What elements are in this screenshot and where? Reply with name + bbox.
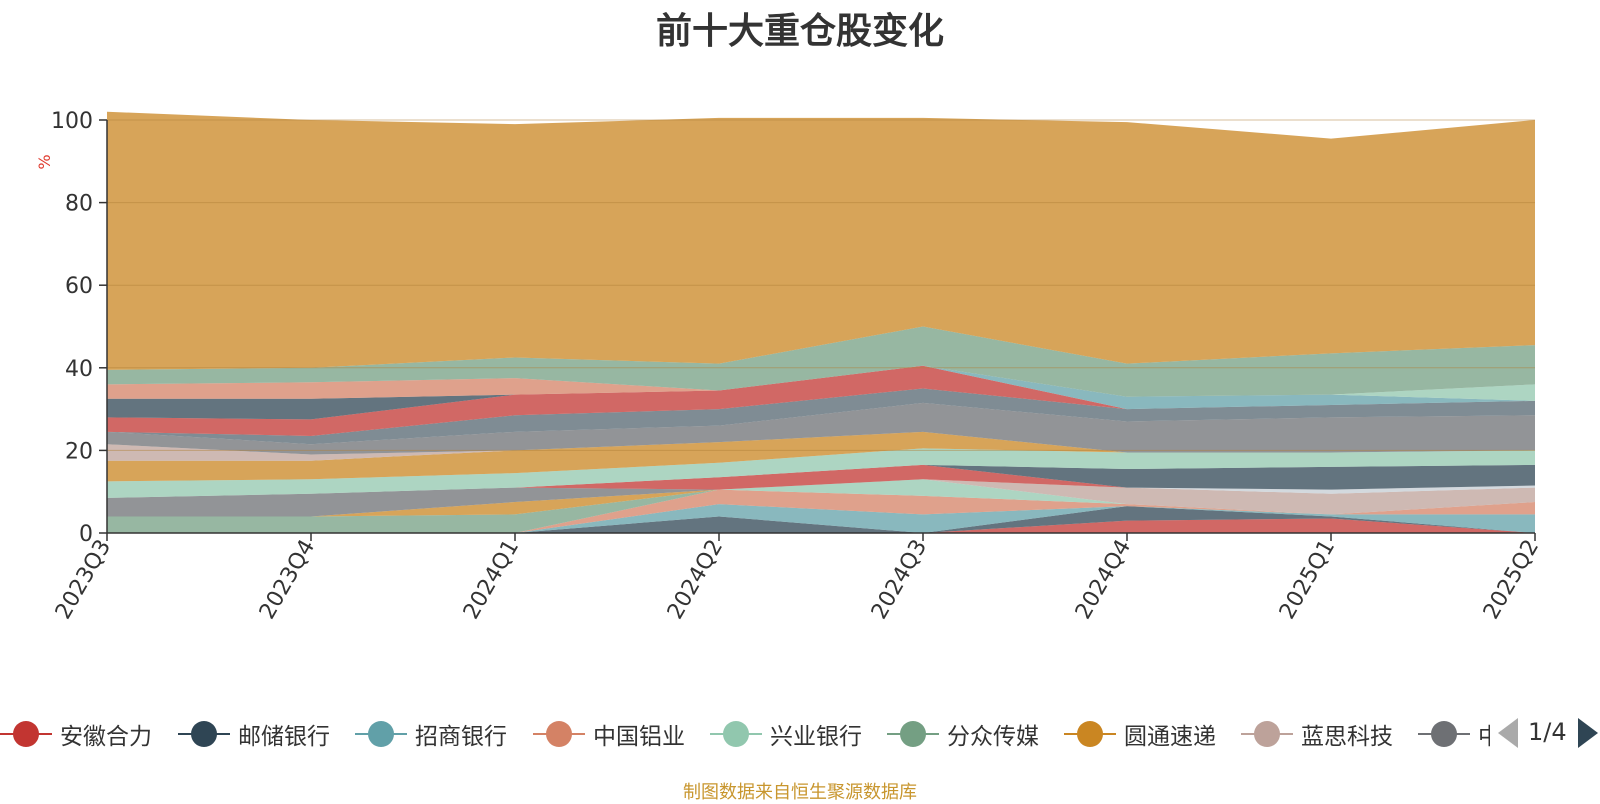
area-series-5	[107, 479, 1535, 533]
legend-marker-icon	[0, 719, 52, 749]
legend-marker-dot	[1254, 721, 1280, 747]
area-series-9	[107, 479, 1535, 517]
legend-item[interactable]: 安徽合力	[0, 714, 152, 754]
legend-marker-dot	[900, 721, 926, 747]
area-series-1	[107, 518, 1535, 533]
legend-marker-icon	[1064, 719, 1116, 749]
legend-marker-icon	[1418, 719, 1470, 749]
y-tick-label: 40	[65, 357, 93, 382]
x-tick-label: 2024Q4	[1071, 536, 1136, 624]
legend-marker-dot	[191, 721, 217, 747]
legend-item-label: 安徽合力	[60, 724, 152, 750]
area-series-12	[107, 464, 1535, 498]
legend: 安徽合力 邮储银行 招商银行 中国铝业 兴业银行 分众传媒 圆通速递 蓝思科技 中国移动	[0, 714, 1600, 754]
x-tick-label: 2023Q3	[51, 536, 116, 624]
area-series-25	[107, 111, 1535, 370]
legend-prev-page-icon[interactable]	[1498, 718, 1518, 748]
area-series-17	[107, 402, 1535, 455]
legend-item[interactable]: 中国移动	[1418, 714, 1490, 754]
legend-marker-dot	[13, 721, 39, 747]
area-series-22	[107, 365, 1535, 401]
legend-item-label: 中国移动	[1478, 724, 1490, 750]
area-series-14	[107, 448, 1535, 498]
legend-marker-icon	[355, 719, 407, 749]
legend-item[interactable]: 中国铝业	[533, 714, 685, 754]
area-series-7	[107, 479, 1535, 517]
y-tick-label: 100	[51, 109, 93, 134]
area-series-18	[107, 388, 1535, 445]
legend-item[interactable]: 蓝思科技	[1241, 714, 1393, 754]
legend-marker-icon	[178, 719, 230, 749]
area-series-15	[107, 431, 1535, 482]
area-series-24	[107, 326, 1535, 397]
legend-marker-icon	[710, 719, 762, 749]
legend-page-indicator: 1/4	[1528, 718, 1567, 746]
x-tick-label: 2025Q1	[1275, 536, 1340, 624]
legend-item-label: 中国铝业	[593, 724, 685, 750]
legend-item-label: 邮储银行	[238, 724, 330, 750]
area-series-19	[107, 365, 1535, 436]
x-tick-label: 2024Q1	[459, 536, 524, 624]
legend-item-label: 蓝思科技	[1301, 724, 1393, 750]
legend-item[interactable]: 分众传媒	[887, 714, 1039, 754]
legend-marker-icon	[533, 719, 585, 749]
legend-marker-dot	[546, 721, 572, 747]
y-tick-label: 20	[65, 439, 93, 464]
legend-marker-dot	[368, 721, 394, 747]
legend-item-label: 圆通速递	[1124, 724, 1216, 750]
x-tick-label: 2024Q2	[663, 536, 728, 624]
area-series-20	[107, 365, 1535, 420]
legend-item[interactable]: 邮储银行	[178, 714, 330, 754]
legend-marker-dot	[1077, 721, 1103, 747]
area-series-3	[107, 504, 1535, 533]
legend-marker-icon	[1241, 719, 1293, 749]
y-tick-label: 0	[79, 522, 93, 547]
x-tick-label: 2024Q3	[867, 536, 932, 624]
legend-item[interactable]: 圆通速递	[1064, 714, 1216, 754]
x-tick-label: 2023Q4	[255, 536, 320, 624]
legend-item-label: 招商银行	[415, 724, 507, 750]
legend-marker-icon	[887, 719, 939, 749]
legend-item-label: 分众传媒	[947, 724, 1039, 750]
y-tick-label: 80	[65, 192, 93, 217]
area-series-2	[107, 506, 1535, 533]
area-series-4	[107, 489, 1535, 533]
source-note: 制图数据来自恒生聚源数据库	[683, 782, 917, 803]
legend-marker-dot	[1431, 721, 1457, 747]
legend-item[interactable]: 兴业银行	[710, 714, 862, 754]
legend-marker-dot	[723, 721, 749, 747]
y-axis-label: %	[35, 154, 54, 169]
area-series-13	[107, 464, 1535, 498]
area-chart: 0 20 40 60 80 100 2023Q3 2023Q4 2024Q1 2024Q2 2024…	[35, 109, 1544, 624]
chart-title: 前十大重仓股变化	[655, 11, 944, 52]
legend-item-label: 兴业银行	[770, 724, 862, 750]
area-series-6	[107, 479, 1535, 533]
legend-next-page-icon[interactable]	[1578, 718, 1598, 748]
area-series-16	[107, 431, 1535, 461]
y-tick-label: 60	[65, 274, 93, 299]
area-series-8	[107, 479, 1535, 517]
legend-item[interactable]: 招商银行	[355, 714, 507, 754]
area-series-21	[107, 365, 1535, 410]
x-tick-label: 2025Q2	[1479, 536, 1544, 624]
